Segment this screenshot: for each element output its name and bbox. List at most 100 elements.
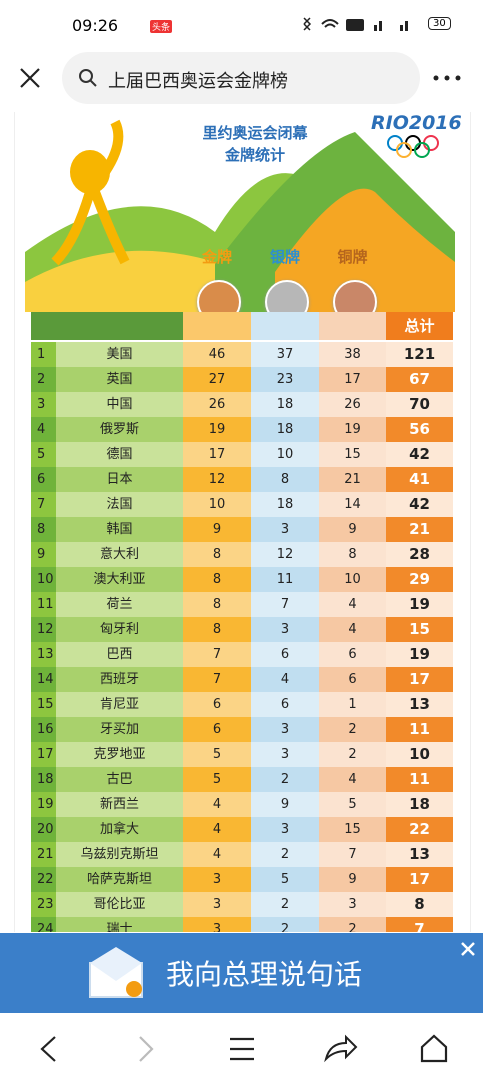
table-cell: 9 — [183, 517, 251, 542]
table-cell: 18 — [31, 767, 56, 792]
banner-close[interactable] — [460, 941, 476, 957]
table-cell: 19 — [183, 417, 251, 442]
table-cell: 6 — [251, 642, 319, 667]
menu-button[interactable] — [230, 1037, 254, 1061]
table-cell: 3 — [251, 517, 319, 542]
news-badge: 头条 — [150, 20, 173, 33]
table-cell: 3 — [183, 867, 251, 892]
table-cell: 3 — [183, 917, 251, 932]
table-cell: 3 — [251, 717, 319, 742]
mail-icon — [89, 947, 143, 998]
medal-label: 铜牌 — [337, 248, 368, 266]
table-cell: 哈萨克斯坦 — [56, 867, 183, 892]
table-cell: 4 — [31, 417, 56, 442]
table-cell: 8 — [183, 542, 251, 567]
table-cell: 18 — [251, 492, 319, 517]
table-cell: 21 — [386, 517, 453, 542]
search-query: 上届巴西奥运会金牌榜 — [108, 71, 288, 92]
medal-label: 银牌 — [269, 248, 300, 266]
table-cell: 22 — [31, 867, 56, 892]
table-cell: 意大利 — [56, 542, 183, 567]
nav-icons — [40, 1034, 448, 1063]
article-image: 里约奥运会闭幕 金牌统计 RIO2016 金牌 银牌 铜牌 总计 1 美国 46 37 38 121… — [14, 112, 471, 932]
table-cell: 4 — [251, 667, 319, 692]
table-cell: 8 — [251, 467, 319, 492]
table-cell: 5 — [251, 867, 319, 892]
table-cell: 1 — [319, 692, 386, 717]
table-cell: 19 — [386, 592, 453, 617]
table-cell: 10 — [319, 567, 386, 592]
table-cell: 19 — [31, 792, 56, 817]
table-cell: 11 — [386, 717, 453, 742]
header-col — [319, 312, 386, 340]
table-cell: 29 — [386, 567, 453, 592]
table-cell: 11 — [386, 767, 453, 792]
share-button[interactable] — [324, 1034, 358, 1063]
total-header: 总计 — [386, 312, 453, 340]
table-cell: 5 — [31, 442, 56, 467]
table-cell: 澳大利亚 — [56, 567, 183, 592]
table-cell: 6 — [319, 667, 386, 692]
table-cell: 新西兰 — [56, 792, 183, 817]
table-cell: 5 — [183, 767, 251, 792]
table-cell: 5 — [183, 742, 251, 767]
table-cell: 27 — [183, 367, 251, 392]
home-button[interactable] — [420, 1034, 448, 1063]
table-cell: 6 — [319, 642, 386, 667]
close-button[interactable] — [18, 66, 42, 90]
table-cell: 17 — [386, 867, 453, 892]
table-cell: 2 — [31, 367, 56, 392]
bottom-nav — [0, 1013, 483, 1080]
table-cell: 英国 — [56, 367, 183, 392]
status-icons — [303, 17, 408, 31]
table-cell: 3 — [183, 892, 251, 917]
time: 09:26 — [72, 16, 119, 35]
table-cell: 9 — [319, 517, 386, 542]
table-cell: 70 — [386, 392, 453, 417]
table-cell: 德国 — [56, 442, 183, 467]
forward-button[interactable] — [139, 1036, 154, 1062]
table-cell: 10 — [183, 492, 251, 517]
table-cell: 28 — [386, 542, 453, 567]
table-cell: 18 — [251, 392, 319, 417]
table-cell: 42 — [386, 492, 453, 517]
table-cell: 2 — [319, 742, 386, 767]
table-cell: 瑞士 — [56, 917, 183, 932]
table-cell: 10 — [31, 567, 56, 592]
table-cell: 17 — [31, 742, 56, 767]
back-button[interactable] — [40, 1036, 56, 1062]
table-cell: 5 — [319, 792, 386, 817]
table-cell: 23 — [31, 892, 56, 917]
table-cell: 14 — [31, 667, 56, 692]
table-cell: 18 — [386, 792, 453, 817]
banner[interactable]: 我向总理说句话 — [0, 933, 483, 1013]
table-cell: 13 — [386, 692, 453, 717]
table-cell: 8 — [319, 542, 386, 567]
table-cell: 9 — [319, 867, 386, 892]
poster-title-line: 金牌统计 — [224, 146, 285, 164]
table-cell: 121 — [386, 342, 453, 367]
table-cell: 38 — [319, 342, 386, 367]
olympic-rings — [387, 135, 439, 158]
table-cell: 3 — [251, 742, 319, 767]
table-cell: 4 — [319, 767, 386, 792]
table-cell: 42 — [386, 442, 453, 467]
table-cell: 13 — [31, 642, 56, 667]
table-cell: 12 — [31, 617, 56, 642]
table-cell: 8 — [183, 567, 251, 592]
poster-title-line: 里约奥运会闭幕 — [202, 124, 308, 142]
table-cell: 9 — [31, 542, 56, 567]
table-cell: 24 — [31, 917, 56, 932]
search-bar[interactable]: 上届巴西奥运会金牌榜 — [62, 52, 420, 104]
table-cell: 哥伦比亚 — [56, 892, 183, 917]
table-cell: 14 — [319, 492, 386, 517]
table-cell: 11 — [251, 567, 319, 592]
table-cell: 18 — [251, 417, 319, 442]
table-cell: 19 — [386, 642, 453, 667]
more-button[interactable] — [432, 74, 462, 82]
table-cell: 10 — [386, 742, 453, 767]
table-cell: 3 — [319, 892, 386, 917]
table-cell: 41 — [386, 467, 453, 492]
table-cell: 4 — [183, 817, 251, 842]
table-cell: 中国 — [56, 392, 183, 417]
